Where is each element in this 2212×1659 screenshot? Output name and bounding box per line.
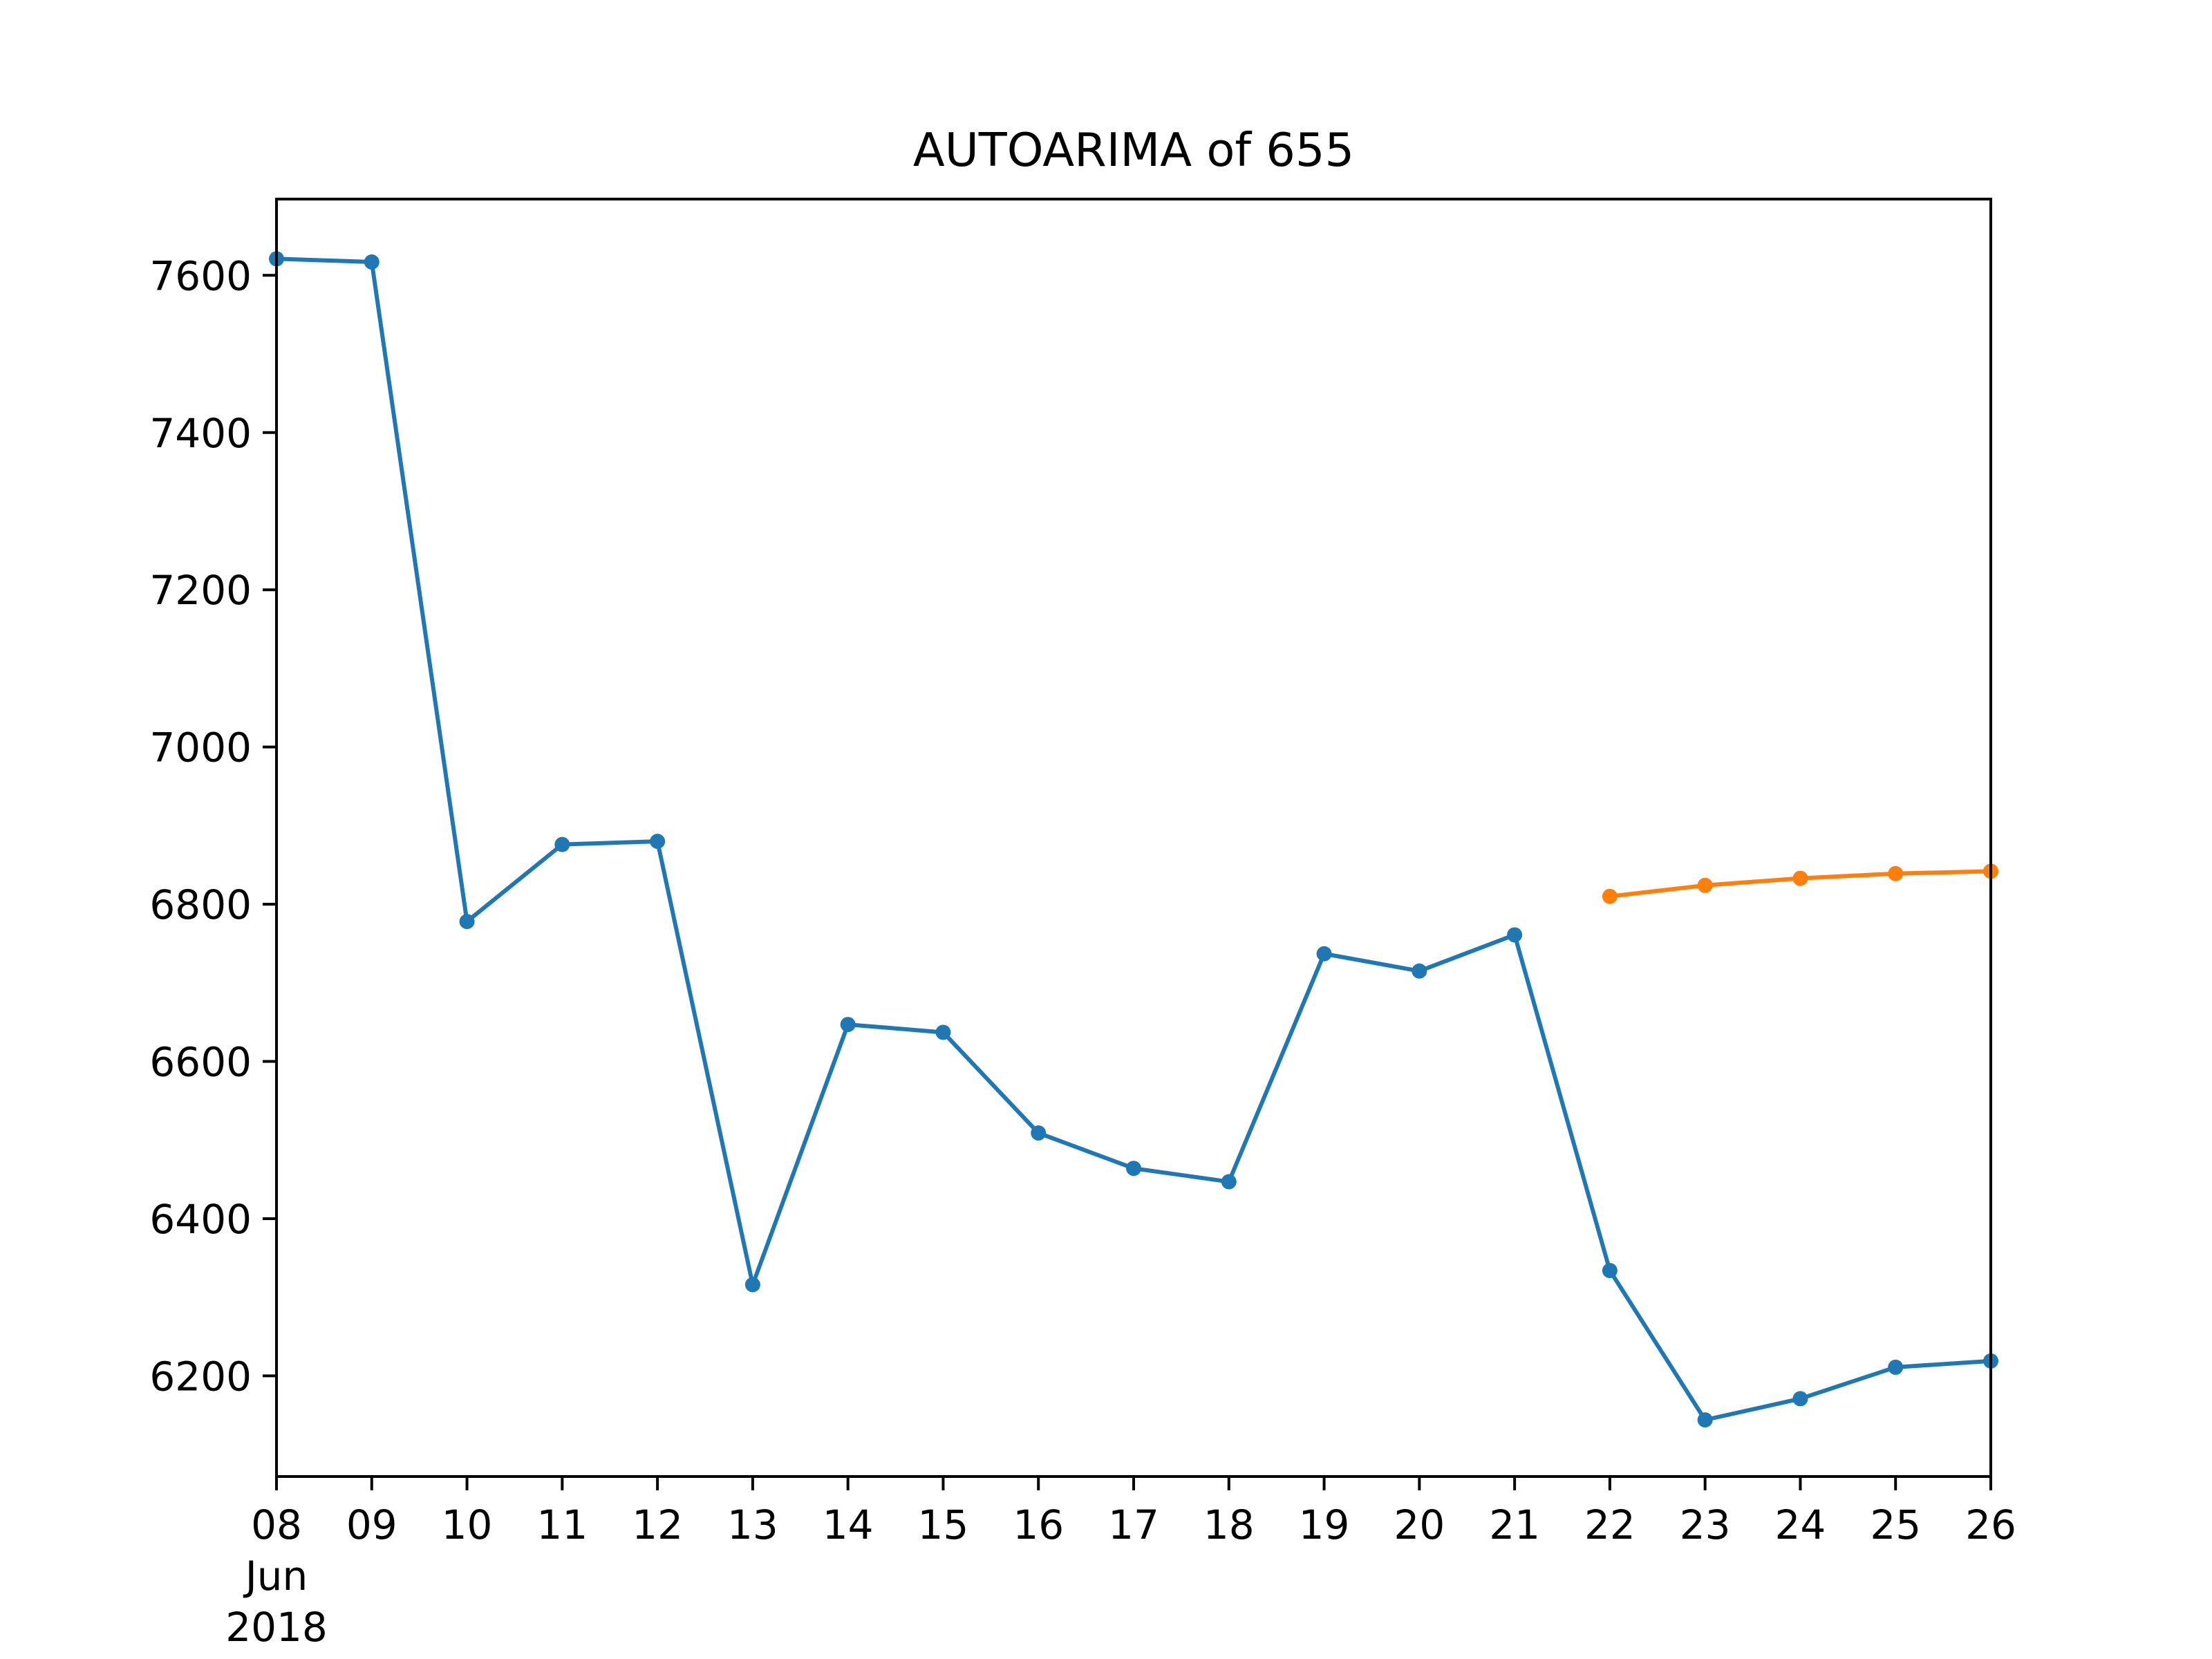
x-tick-label: 23 — [1680, 1501, 1731, 1548]
x-tick-label: 21 — [1489, 1501, 1540, 1548]
y-tick-label: 6800 — [149, 881, 252, 928]
series-1-point — [1412, 963, 1427, 979]
x-tick-label: 14 — [823, 1501, 874, 1548]
x-tick-label: 08 — [251, 1501, 302, 1548]
series-1-point — [650, 834, 666, 850]
x-tick-label: 13 — [727, 1501, 778, 1548]
series-1-point — [554, 836, 570, 852]
series-1-point — [1507, 927, 1523, 943]
chart-title: AUTOARIMA of 655 — [913, 123, 1354, 177]
x-tick-label: 12 — [632, 1501, 683, 1548]
x-tick-label: 10 — [442, 1501, 493, 1548]
x-tick-label: 11 — [536, 1501, 588, 1548]
y-axis: 6200 6400 6600 6800 7000 7200 7400 7600 — [149, 252, 276, 1400]
x-tick-label: 25 — [1870, 1501, 1921, 1548]
x-tick-label: 22 — [1584, 1501, 1635, 1548]
series-1-point — [744, 1277, 760, 1293]
series-1-point — [1221, 1174, 1237, 1190]
series-1-point — [840, 1017, 856, 1033]
y-tick-label: 7000 — [149, 724, 252, 771]
x-tick-label: 20 — [1394, 1501, 1445, 1548]
series-1-point — [1697, 1412, 1713, 1428]
y-tick-label: 7600 — [149, 252, 252, 299]
series-1-point — [1031, 1125, 1047, 1141]
series-2-point — [1888, 865, 1904, 881]
series-1-point — [459, 914, 475, 930]
series-1-point — [1126, 1161, 1141, 1177]
x-tick-label: 17 — [1108, 1501, 1159, 1548]
y-tick-label: 6200 — [149, 1353, 252, 1400]
y-tick-label: 6400 — [149, 1196, 252, 1243]
plot-area — [269, 251, 1998, 1428]
axes-frame — [275, 198, 1992, 1478]
x-tick-label: 24 — [1775, 1501, 1826, 1548]
series-1-point — [935, 1024, 951, 1040]
y-tick-label: 6600 — [149, 1039, 252, 1086]
y-tick-label: 7400 — [149, 410, 252, 457]
series-1-point — [1602, 1263, 1618, 1279]
x-tick-label: 18 — [1203, 1501, 1255, 1548]
series-2-point — [1697, 877, 1713, 893]
series-2-point — [1792, 870, 1808, 886]
x-tick-label: 16 — [1013, 1501, 1064, 1548]
x-tick-label: 19 — [1299, 1501, 1350, 1548]
x-tick-sublabel: Jun — [243, 1553, 308, 1600]
x-tick-label: 26 — [1965, 1501, 2016, 1548]
x-axis: 08 09 10 11 12 13 14 15 16 17 18 19 20 21 22 23 24 25 26 Ju… — [225, 1477, 2016, 1651]
x-tick-label: 09 — [346, 1501, 397, 1548]
series-1-point — [1792, 1391, 1808, 1407]
series-1-point — [364, 254, 379, 270]
series-1-point — [1888, 1359, 1904, 1375]
y-tick-label: 7200 — [149, 567, 252, 614]
x-tick-label: 15 — [918, 1501, 969, 1548]
series-2-point — [1602, 888, 1618, 904]
x-tick-sublabel: 2018 — [225, 1604, 328, 1651]
series-1-point — [1316, 946, 1332, 962]
